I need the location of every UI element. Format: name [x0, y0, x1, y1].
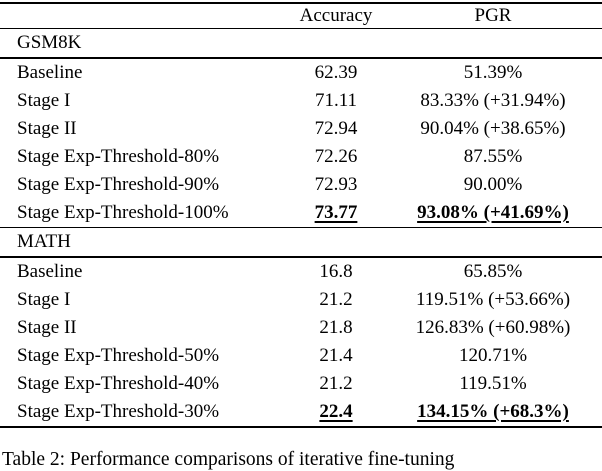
- table-caption: Table 2: Performance comparisons of iter…: [2, 449, 455, 470]
- accuracy-value: 16.8: [319, 261, 353, 282]
- row-label: Stage II: [17, 118, 77, 139]
- row-label: Baseline: [17, 261, 83, 282]
- accuracy-value: 62.39: [314, 62, 358, 83]
- table-row: Stage Exp-Threshold-40% 21.2 119.51%: [0, 370, 602, 398]
- best-value: 73.77: [314, 202, 358, 223]
- row-label: Stage Exp-Threshold-80%: [17, 146, 220, 167]
- table-row: Baseline 62.39 51.39%: [0, 58, 602, 87]
- accuracy-value: 73.77: [288, 199, 384, 228]
- pgr-value: 134.15% (+68.3%): [384, 398, 602, 427]
- row-label: Stage I: [17, 289, 71, 310]
- accuracy-value: 72.26: [314, 146, 358, 167]
- pgr-value: 65.85%: [463, 261, 523, 282]
- pgr-column-header: PGR: [474, 5, 512, 26]
- section-header-gsm8k: GSM8K: [0, 28, 602, 58]
- pgr-value: 87.55%: [463, 146, 523, 167]
- section-header-math: MATH: [0, 227, 602, 257]
- accuracy-column-header: Accuracy: [299, 5, 373, 26]
- table-row: Baseline 16.8 65.85%: [0, 257, 602, 286]
- table-row: Stage I 21.2 119.51% (+53.66%): [0, 286, 602, 314]
- table-row: Stage II 21.8 126.83% (+60.98%): [0, 314, 602, 342]
- table-row: Stage Exp-Threshold-90% 72.93 90.00%: [0, 171, 602, 199]
- accuracy-value: 72.94: [314, 118, 358, 139]
- row-label: Stage Exp-Threshold-30%: [17, 401, 220, 422]
- pgr-value: 119.51%: [459, 373, 527, 394]
- table-row: Stage Exp-Threshold-50% 21.4 120.71%: [0, 342, 602, 370]
- row-label: Stage Exp-Threshold-100%: [17, 202, 229, 223]
- table-row: Stage II 72.94 90.04% (+38.65%): [0, 115, 602, 143]
- accuracy-value: 21.4: [319, 345, 353, 366]
- row-label: Stage Exp-Threshold-50%: [17, 345, 220, 366]
- header-row: Accuracy PGR: [0, 3, 602, 29]
- table-row: Stage I 71.11 83.33% (+31.94%): [0, 87, 602, 115]
- pgr-value: 83.33% (+31.94%): [420, 90, 566, 111]
- row-label: Stage Exp-Threshold-40%: [17, 373, 220, 394]
- pgr-value: 90.04% (+38.65%): [420, 118, 566, 139]
- table-row: Stage Exp-Threshold-30% 22.4 134.15% (+68.…: [0, 398, 602, 427]
- row-label: Stage II: [17, 317, 77, 338]
- accuracy-value: 71.11: [314, 90, 358, 111]
- section-label: GSM8K: [17, 32, 82, 53]
- best-value: 22.4: [319, 401, 353, 422]
- pgr-value: 120.71%: [458, 345, 528, 366]
- pgr-value: 119.51% (+53.66%): [415, 289, 571, 310]
- row-label: Baseline: [17, 62, 83, 83]
- table-row: Stage Exp-Threshold-80% 72.26 87.55%: [0, 143, 602, 171]
- pgr-value: 51.39%: [463, 62, 523, 83]
- row-label: Stage I: [17, 90, 71, 111]
- section-label: MATH: [17, 231, 71, 252]
- accuracy-value: 72.93: [314, 174, 358, 195]
- accuracy-value: 21.8: [319, 317, 353, 338]
- results-table: Accuracy PGR GSM8K Baseline 62.39 51.39% Sta…: [0, 2, 602, 428]
- accuracy-value: 21.2: [319, 289, 353, 310]
- best-value: 93.08% (+41.69%): [417, 202, 569, 223]
- accuracy-value: 21.2: [319, 373, 353, 394]
- pgr-value: 93.08% (+41.69%): [384, 199, 602, 228]
- table-row: Stage Exp-Threshold-100% 73.77 93.08% (+41…: [0, 199, 602, 228]
- row-label: Stage Exp-Threshold-90%: [17, 174, 220, 195]
- pgr-value: 126.83% (+60.98%): [415, 317, 571, 338]
- best-value: 134.15% (+68.3%): [417, 401, 569, 422]
- accuracy-value: 22.4: [288, 398, 384, 427]
- empty-header-cell: [0, 3, 288, 29]
- pgr-value: 90.00%: [463, 174, 523, 195]
